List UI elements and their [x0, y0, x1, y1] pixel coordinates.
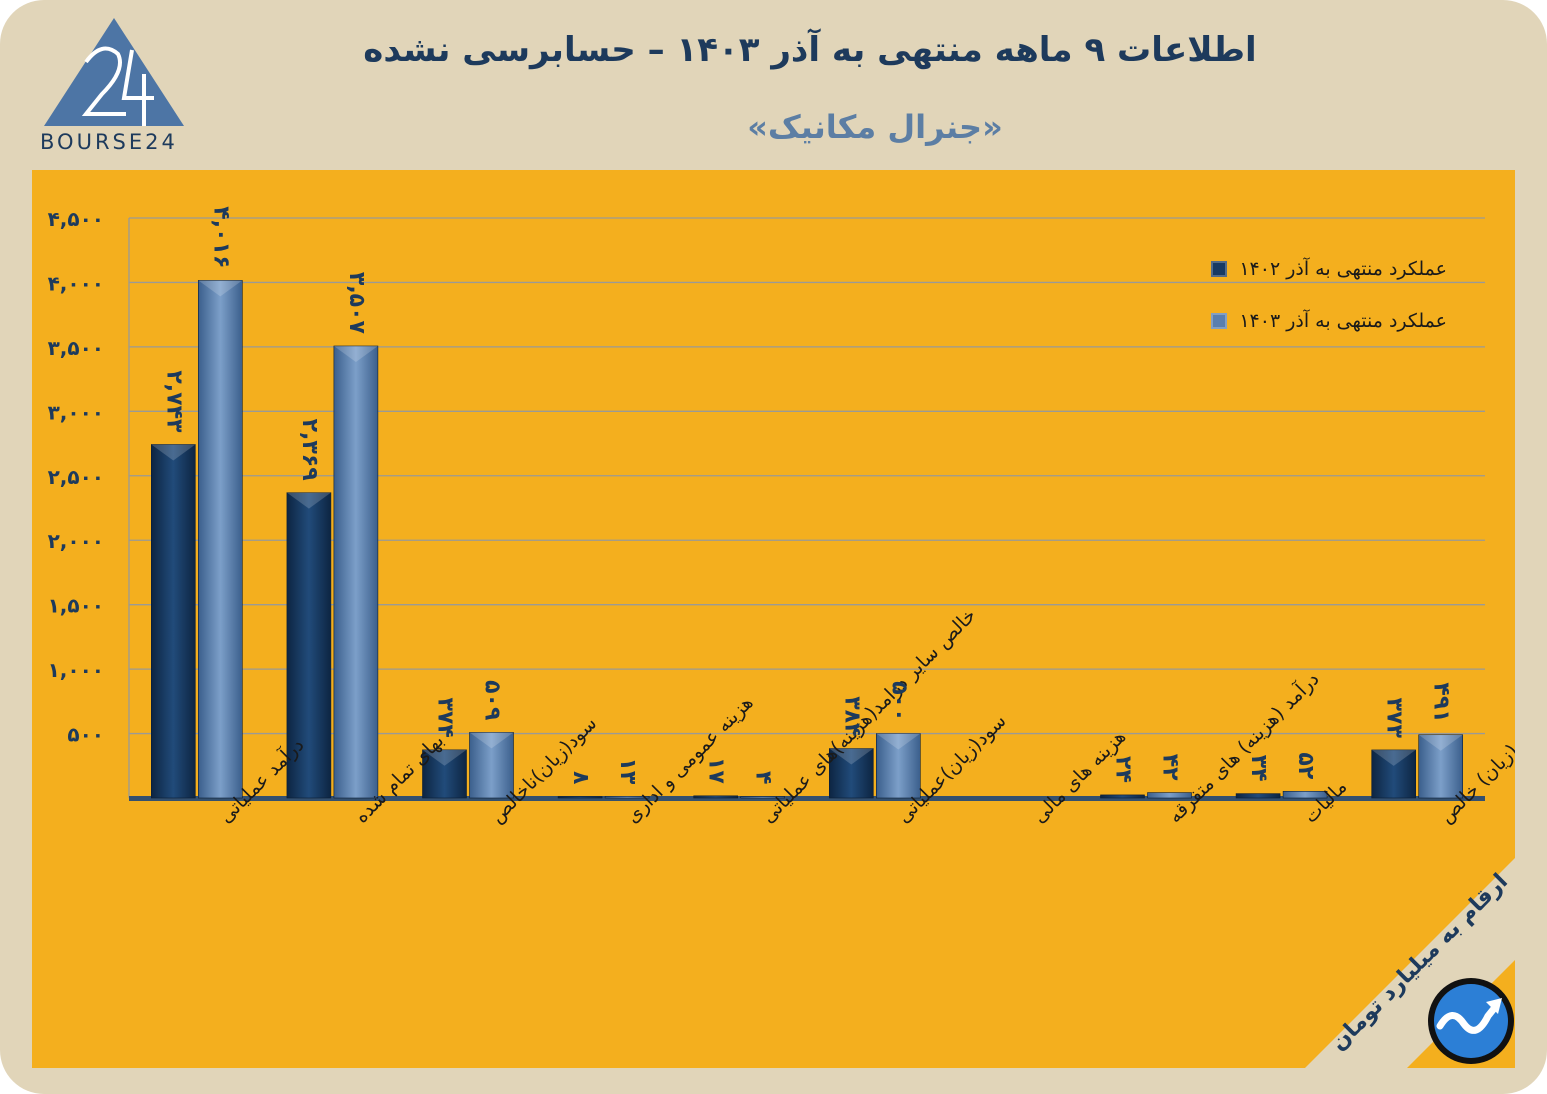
data-label: ۱۳ — [615, 757, 640, 784]
y-tick-label: ۲,۰۰۰ — [48, 529, 104, 553]
y-tick-label: ۴,۰۰۰ — [48, 271, 104, 295]
data-label: ۵۲ — [1293, 752, 1318, 779]
x-tick-label: هزینه عمومی و اداری — [622, 692, 758, 828]
data-label: ۵۰۰ — [886, 681, 911, 721]
data-label: ۵۰۹ — [480, 680, 505, 720]
data-label: ۳۷۴ — [433, 697, 458, 737]
data-label: ۳۷۳ — [1382, 698, 1407, 739]
bar-bevel — [829, 748, 874, 765]
data-label: ۴,۰۱۶ — [208, 206, 233, 268]
logo-mark — [44, 18, 184, 126]
bar-1403 — [604, 796, 650, 799]
bar-1402 — [693, 795, 739, 799]
x-axis — [129, 796, 1485, 801]
x-tick-label: درآمد (هزینه) های متفرقه — [1163, 667, 1324, 828]
page-subtitle: «جنرال مکانیک» — [747, 108, 1003, 146]
legend-label-1402: عملکرد منتهی به آذر ۱۴۰۲ — [1239, 258, 1447, 280]
legend-label-1403: عملکرد منتهی به آذر ۱۴۰۳ — [1239, 310, 1447, 332]
data-label: ۲,۷۴۳ — [161, 370, 186, 433]
y-tick-label: ۵۰۰ — [67, 723, 104, 747]
data-label: ۲۴ — [1111, 756, 1136, 783]
trend-arrow-icon — [1428, 978, 1514, 1064]
data-label: ۳,۵۰۷ — [344, 272, 369, 335]
bar-1403 — [198, 280, 243, 799]
bar-1402 — [1235, 793, 1281, 799]
y-tick-label: ۳,۵۰۰ — [48, 336, 104, 360]
y-tick-label: ۱,۵۰۰ — [48, 594, 104, 618]
page-title: اطلاعات ۹ ماهه منتهی به آذر ۱۴۰۳ – حسابر… — [363, 30, 1257, 70]
bar-bevel — [286, 492, 331, 509]
legend-swatch-1402 — [1211, 261, 1228, 277]
bar-1403 — [333, 345, 379, 799]
bar-1403 — [1147, 792, 1192, 799]
data-label: ۳۴ — [1246, 755, 1271, 782]
chart-panel — [32, 170, 1515, 1068]
bar-bevel — [1371, 749, 1416, 766]
data-label: ۴۲ — [1158, 754, 1183, 781]
bar-1403 — [875, 733, 921, 799]
bar-1402 — [286, 492, 332, 799]
y-tick-label: ۴,۵۰۰ — [48, 207, 104, 231]
bar-bevel — [1418, 734, 1463, 751]
legend-item-1402: عملکرد منتهی به آذر ۱۴۰۲ — [1211, 243, 1447, 295]
bar-bevel — [198, 280, 243, 297]
bar-1403 — [740, 796, 786, 799]
data-label: ۴ — [751, 771, 776, 784]
data-label: ۳۸۴ — [839, 696, 864, 736]
data-label: ۲,۳۶۹ — [297, 419, 322, 481]
bar-1402 — [422, 749, 467, 799]
logo-text: BOURSE24 — [40, 130, 178, 154]
bar-bevel — [469, 732, 514, 749]
bar-1403 — [469, 732, 514, 799]
bar-bevel — [333, 345, 378, 362]
bar-1402 — [557, 796, 603, 799]
data-label: ۸ — [568, 771, 593, 785]
legend-swatch-1403 — [1211, 313, 1228, 329]
y-tick-label: ۲,۵۰۰ — [48, 465, 104, 489]
y-tick-label: ۱,۰۰۰ — [48, 658, 104, 682]
bar-chart: ۵۰۰ ۱,۰۰۰ ۱,۵۰۰ ۲,۰۰۰ ۲,۵۰۰ ۳,۰۰۰ ۳,۵۰۰ ۴,۰۰۰ ۴,… — [48, 206, 1515, 1068]
data-label: ۱۷ — [704, 757, 729, 784]
bar-bevel — [151, 444, 196, 461]
data-label: ۴۹۱ — [1429, 682, 1454, 722]
y-tick-label: ۳,۰۰۰ — [48, 400, 104, 424]
bar-bevel — [422, 749, 467, 766]
chart-legend: عملکرد منتهی به آذر ۱۴۰۲ عملکرد منتهی به… — [1211, 243, 1447, 347]
bar-bevel — [876, 733, 921, 750]
bar-1403 — [1282, 790, 1328, 799]
bar-1402 — [828, 748, 874, 799]
bar-1402 — [1100, 794, 1145, 799]
legend-item-1403: عملکرد منتهی به آذر ۱۴۰۳ — [1211, 295, 1447, 347]
bar-1402 — [1371, 749, 1416, 799]
bar-1403 — [1418, 734, 1463, 799]
x-tick-label: مالیات — [1300, 776, 1352, 828]
bar-1402 — [151, 444, 196, 799]
